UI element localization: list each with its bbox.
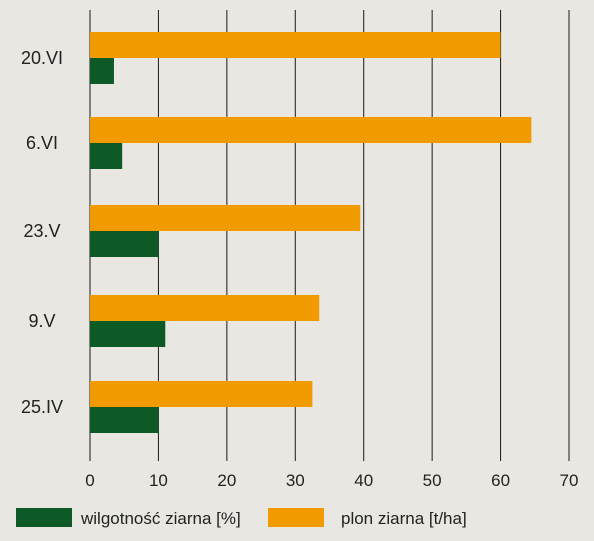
x-tick-label: 70 xyxy=(560,471,579,490)
bar-wilgotnosc-ziarna xyxy=(90,407,159,433)
bar-plon-ziarna xyxy=(90,32,501,58)
bar-wilgotnosc-ziarna xyxy=(90,321,166,347)
x-tick-label: 60 xyxy=(491,471,510,490)
legend-label: wilgotność ziarna [%] xyxy=(80,509,241,528)
x-tick-label: 0 xyxy=(85,471,94,490)
category-label: 25.IV xyxy=(21,397,63,417)
bar-plon-ziarna xyxy=(90,295,320,321)
legend-label: plon ziarna [t/ha] xyxy=(341,509,467,528)
x-tick-label: 50 xyxy=(423,471,442,490)
legend-swatch xyxy=(268,508,324,527)
category-label: 6.VI xyxy=(26,133,58,153)
legend: wilgotność ziarna [%] plon ziarna [t/ha] xyxy=(16,508,467,528)
gridlines xyxy=(89,10,570,461)
category-labels: 20.VI 6.VI 23.V 9.V 25.IV xyxy=(21,48,63,417)
x-axis: 0 10 20 30 40 50 60 70 xyxy=(85,471,578,490)
bar-wilgotnosc-ziarna xyxy=(90,231,159,257)
x-tick-label: 20 xyxy=(217,471,236,490)
category-label: 20.VI xyxy=(21,48,63,68)
x-tick-label: 10 xyxy=(149,471,168,490)
bar-plon-ziarna xyxy=(90,117,532,143)
bars xyxy=(90,32,532,433)
category-label: 9.V xyxy=(28,311,55,331)
bar-plon-ziarna xyxy=(90,205,361,231)
bar-wilgotnosc-ziarna xyxy=(90,143,123,169)
bar-wilgotnosc-ziarna xyxy=(90,58,114,84)
bar-plon-ziarna xyxy=(90,381,313,407)
legend-swatch xyxy=(16,508,72,527)
category-label: 23.V xyxy=(23,221,60,241)
x-tick-label: 30 xyxy=(286,471,305,490)
x-tick-label: 40 xyxy=(354,471,373,490)
